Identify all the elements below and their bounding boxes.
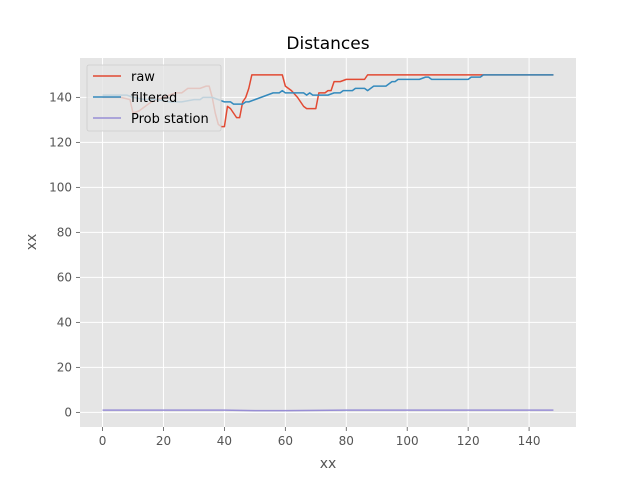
- legend-label-prob-station: Prob station: [131, 112, 209, 127]
- y-tick-label: 0: [64, 405, 72, 419]
- chart-title: Distances: [286, 34, 369, 54]
- x-tick-label: 60: [278, 434, 293, 448]
- x-tick-label: 100: [396, 434, 419, 448]
- y-tick-label: 40: [57, 315, 72, 329]
- y-tick-label: 140: [49, 90, 72, 104]
- y-tick-label: 100: [49, 180, 72, 194]
- x-axis-label: xx: [320, 456, 337, 472]
- x-tick-label: 80: [339, 434, 354, 448]
- y-tick-label: 120: [49, 135, 72, 149]
- legend-label-filtered: filtered: [131, 91, 177, 106]
- x-tick-label: 120: [457, 434, 480, 448]
- x-tick-label: 40: [217, 434, 232, 448]
- y-tick-label: 20: [57, 360, 72, 374]
- x-tick-label: 20: [156, 434, 171, 448]
- y-axis-label: xx: [24, 234, 40, 251]
- y-tick-label: 60: [57, 270, 72, 284]
- legend-label-raw: raw: [131, 70, 155, 85]
- x-tick-label: 0: [99, 434, 107, 448]
- y-tick-label: 80: [57, 225, 72, 239]
- x-tick-labels: 0 20 40 60 80 100 120 140: [99, 427, 541, 448]
- legend: raw filtered Prob station: [87, 65, 221, 131]
- x-tick-label: 140: [518, 434, 541, 448]
- y-tick-labels: 0 20 40 60 80 100 120 140: [49, 90, 80, 419]
